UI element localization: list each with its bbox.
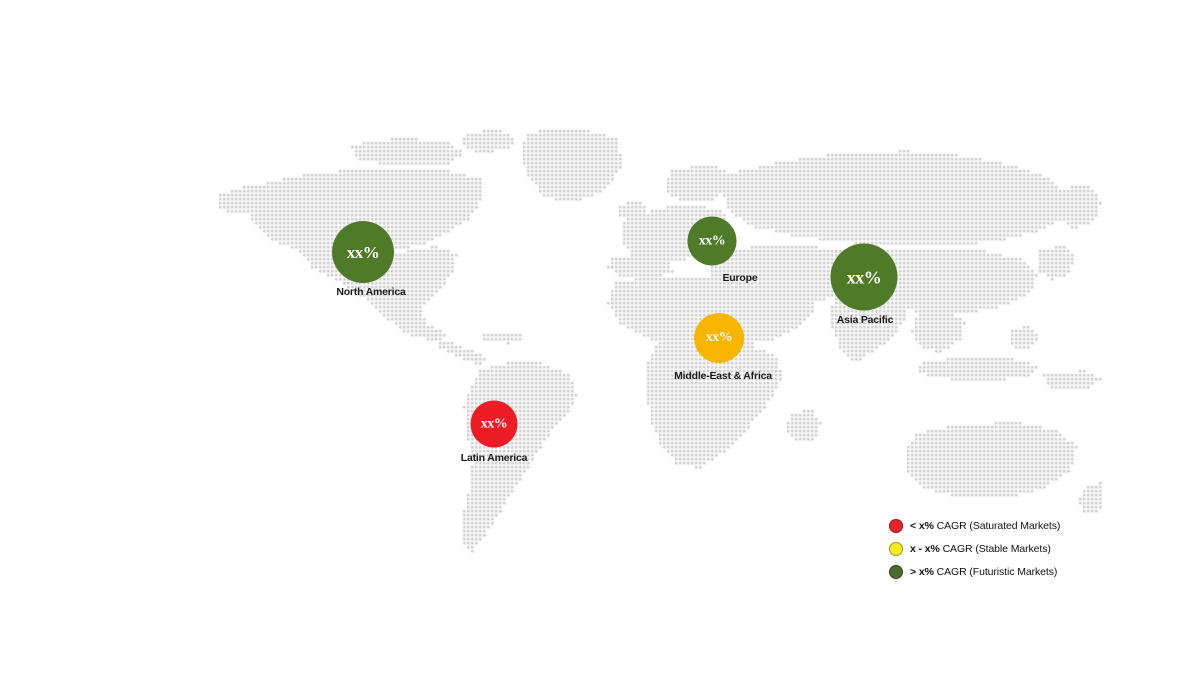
legend-dot-saturated-icon	[889, 518, 903, 533]
legend-item-futuristic[interactable]: > x% CAGR (Futuristic Markets)	[889, 564, 1060, 579]
region-value-latin-america: xx%	[480, 416, 508, 431]
legend-dot-stable-icon	[889, 541, 903, 556]
region-label-europe: Europe	[722, 272, 758, 284]
region-value-middle-east-africa: xx%	[705, 330, 733, 345]
region-label-north-america: North America	[336, 286, 406, 298]
region-value-north-america: xx%	[346, 242, 380, 262]
region-bubble-latin-america[interactable]: xx%	[470, 400, 518, 448]
legend-range-stable: x - x%	[910, 542, 940, 555]
legend-description-stable: CAGR (Stable Markets)	[939, 542, 1051, 555]
region-label-asia-pacific: Asia Pacific	[836, 314, 894, 326]
region-bubble-middle-east-africa[interactable]: xx%	[694, 313, 744, 363]
region-label-middle-east-africa: Middle-East & Africa	[674, 370, 772, 382]
region-bubble-europe[interactable]: xx%	[687, 216, 737, 266]
legend: < x% CAGR (Saturated Markets) x - x% CAGR…	[889, 518, 1060, 579]
region-value-europe: xx%	[698, 233, 726, 248]
legend-description-futuristic: CAGR (Futuristic Markets)	[933, 565, 1058, 578]
region-value-asia-pacific: xx%	[846, 267, 882, 287]
legend-range-futuristic: > x%	[910, 565, 934, 578]
region-bubble-north-america[interactable]: xx%	[332, 221, 394, 283]
region-bubble-asia-pacific[interactable]: xx%	[830, 243, 898, 311]
legend-item-stable[interactable]: x - x% CAGR (Stable Markets)	[889, 541, 1060, 556]
legend-description-saturated: CAGR (Saturated Markets)	[933, 519, 1061, 532]
region-label-latin-america: Latin America	[460, 452, 528, 464]
legend-range-saturated: < x%	[910, 519, 934, 532]
legend-label-futuristic: > x% CAGR (Futuristic Markets)	[910, 566, 1057, 578]
legend-dot-futuristic-icon	[889, 564, 903, 579]
legend-item-saturated[interactable]: < x% CAGR (Saturated Markets)	[889, 518, 1060, 533]
legend-label-saturated: < x% CAGR (Saturated Markets)	[910, 520, 1060, 532]
legend-label-stable: x - x% CAGR (Stable Markets)	[910, 543, 1051, 555]
